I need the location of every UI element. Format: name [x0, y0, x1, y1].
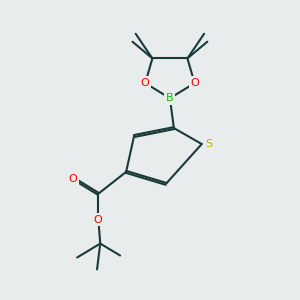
Text: O: O: [190, 78, 199, 88]
Text: O: O: [68, 174, 77, 184]
Text: O: O: [94, 215, 103, 225]
Text: S: S: [206, 139, 212, 149]
Text: B: B: [166, 93, 174, 103]
Text: O: O: [141, 78, 150, 88]
